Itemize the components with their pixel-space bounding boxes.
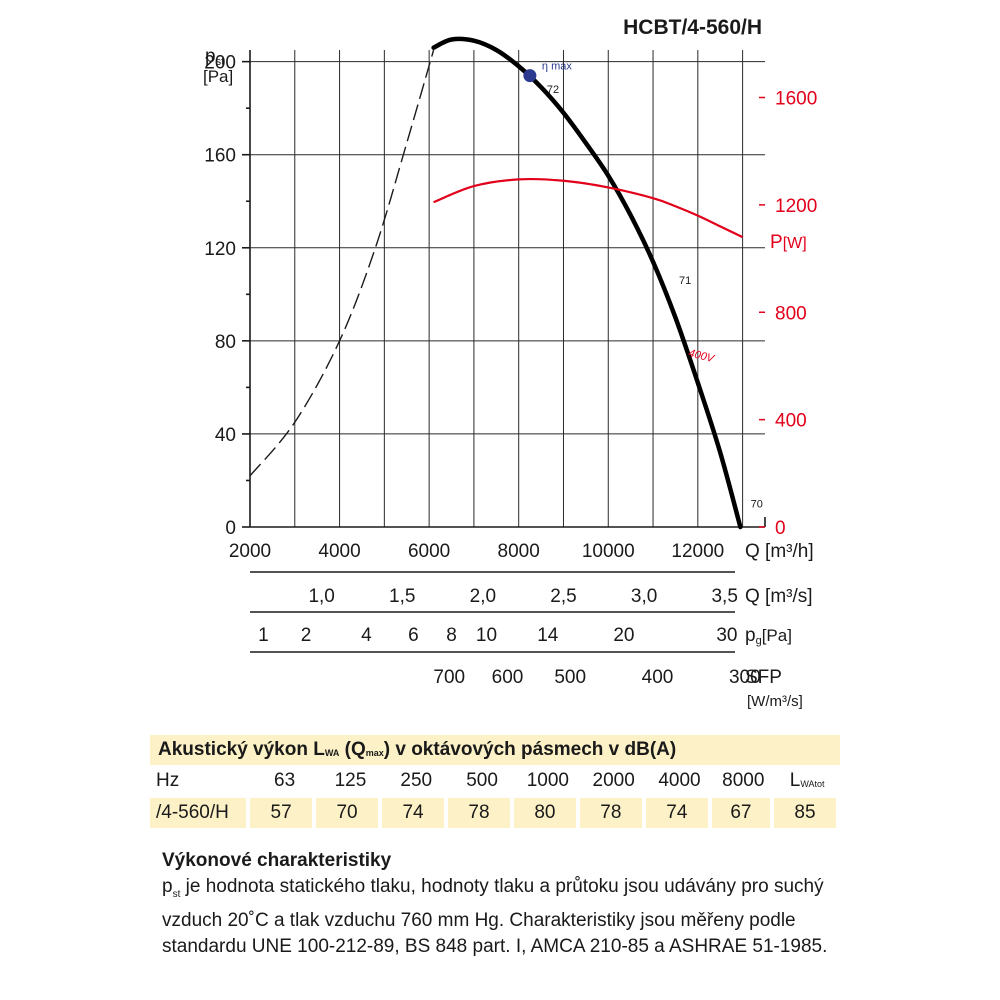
- band-value: 57: [250, 798, 313, 828]
- y-axis-unit: [Pa]: [203, 67, 233, 86]
- sfp-unit: [W/m³/s]: [747, 693, 803, 710]
- band-header: 125: [334, 770, 367, 791]
- scale-title: SFP: [745, 667, 782, 688]
- band-value: 67: [711, 798, 770, 828]
- acoustic-title: Akustický výkon LWA (Qmax) v oktávových …: [150, 735, 840, 765]
- band-header: 500: [466, 770, 498, 791]
- series-line-2: [433, 177, 744, 239]
- x-tick-label: 6000: [408, 541, 450, 562]
- scale-tick-label: 20: [613, 625, 634, 646]
- efficiency-label: 72: [547, 84, 559, 96]
- scale-tick-label: 4: [361, 625, 372, 646]
- scale-tick-label: 400: [642, 667, 674, 688]
- band-value: 78: [579, 798, 642, 828]
- acoustic-header-row: Hz 63 125 250 500 1000 2000 4000 8000 LWAtot: [150, 765, 840, 797]
- scale-tick-label: 8: [446, 625, 457, 646]
- y2-axis-title: P[W]: [770, 232, 807, 253]
- scale-title: Q [m³/s]: [745, 586, 813, 607]
- y2-tick-label: 0: [775, 518, 786, 539]
- x-tick-label: 10000: [582, 541, 635, 562]
- y2-tick-label: 1600: [775, 89, 817, 110]
- y2-tick-label: 400: [775, 411, 807, 432]
- y-tick-label: 80: [215, 332, 236, 353]
- scale-tick-label: 30: [716, 625, 737, 646]
- chart-series: [249, 36, 744, 530]
- band-header: 4000: [658, 770, 701, 791]
- description-heading: Výkonové charakteristiky: [162, 850, 392, 871]
- band-header: 63: [274, 770, 296, 791]
- y-tick-label: 40: [215, 425, 236, 446]
- scale-title: pg[Pa]: [745, 625, 792, 647]
- x-tick-label: 4000: [318, 541, 360, 562]
- scale-tick-label: 1: [258, 625, 269, 646]
- acoustic-values-row: /4-560/H 57 70 74 78 80 78 74 67 85: [150, 797, 840, 829]
- scale-tick-label: 2: [301, 625, 312, 646]
- description-block: Výkonové charakteristiky pst je hodnota …: [162, 848, 862, 960]
- band-value: 80: [513, 798, 576, 828]
- scale-tick-label: 2,5: [550, 586, 576, 607]
- scale-tick-label: 3,5: [711, 586, 737, 607]
- scale-tick-label: 14: [537, 625, 559, 646]
- band-value: 78: [447, 798, 510, 828]
- band-value: 74: [382, 798, 444, 828]
- efficiency-label: 70: [751, 498, 763, 510]
- description-text: pst je hodnota statického tlaku, hodnoty…: [162, 876, 828, 957]
- scale-tick-label: 500: [554, 667, 586, 688]
- band-header: 1000: [526, 770, 570, 791]
- total-value: 85: [774, 798, 836, 828]
- scale-tick-label: 300: [729, 667, 761, 688]
- performance-chart: HCBT/4-560/H 040801201602000400800120016…: [203, 16, 817, 710]
- eta-max-marker: [523, 69, 537, 83]
- total-header: LWAtot: [789, 770, 825, 791]
- series-line-0: [249, 49, 435, 477]
- scale-tick-label: 2,0: [470, 586, 496, 607]
- band-header: 8000: [722, 770, 765, 791]
- chart-grid: [250, 50, 765, 527]
- band-header: 2000: [592, 770, 635, 791]
- model-label: /4-560/H: [150, 798, 247, 828]
- y-tick-label: 200: [204, 53, 236, 74]
- x-tick-label: 8000: [498, 541, 540, 562]
- scale-tick-label: 10: [476, 625, 497, 646]
- y-tick-label: 160: [204, 146, 236, 167]
- y-axis-title: pst: [205, 46, 224, 68]
- band-value: 70: [316, 798, 379, 828]
- scale-tick-label: 3,0: [631, 586, 657, 607]
- scale-tick-label: 1,0: [308, 586, 334, 607]
- band-header: 250: [400, 770, 433, 791]
- eta-max-label: η max: [542, 61, 572, 73]
- series-line-1: [431, 36, 743, 530]
- scale-tick-label: 700: [433, 667, 465, 688]
- efficiency-label: 71: [679, 275, 691, 287]
- y2-tick-label: 1200: [775, 196, 817, 217]
- x-axis-title: Q [m³/h]: [745, 541, 814, 562]
- hz-label: Hz: [156, 770, 180, 791]
- y-tick-label: 0: [225, 518, 236, 539]
- acoustic-table: Akustický výkon LWA (Qmax) v oktávových …: [150, 735, 840, 829]
- secondary-scales: 1,0 1,5 2,0 2,5 3,0 3,5 Q [m³/s] 1 2 4 6 8 10 14 20 30 p…: [250, 571, 813, 710]
- x-tick-label: 2000: [229, 541, 271, 562]
- y-tick-label: 120: [204, 239, 236, 260]
- scale-tick-label: 6: [408, 625, 419, 646]
- scale-tick-label: 1,5: [389, 586, 415, 607]
- y2-tick-label: 800: [775, 303, 807, 324]
- band-value: 74: [645, 798, 708, 828]
- scale-tick-label: 600: [492, 667, 524, 688]
- chart-title: HCBT/4-560/H: [623, 16, 762, 39]
- x-tick-label: 12000: [671, 541, 724, 562]
